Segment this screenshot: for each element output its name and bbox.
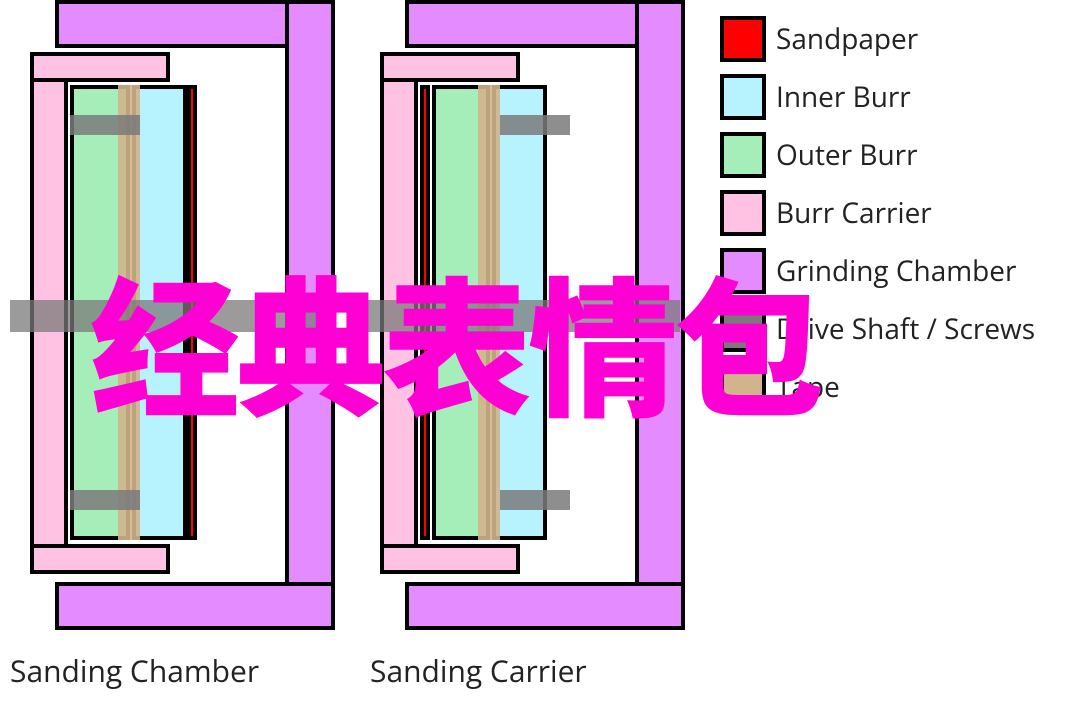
- legend-swatch: [720, 132, 766, 178]
- legend-swatch: [720, 364, 766, 410]
- legend-swatch: [720, 248, 766, 294]
- legend-label: Outer Burr: [776, 136, 918, 174]
- drive-shaft: [10, 300, 330, 332]
- legend-swatch: [720, 306, 766, 352]
- burr-carrier-top: [380, 52, 520, 82]
- legend-label: Sandpaper: [776, 20, 918, 58]
- legend-row-burr-carrier: Burr Carrier: [720, 184, 1070, 242]
- assembly-sanding-carrier: [350, 0, 690, 650]
- legend: Sandpaper Inner Burr Outer Burr Burr Car…: [720, 10, 1070, 416]
- assembly-sanding-chamber: [0, 0, 340, 650]
- screw-bottom: [70, 490, 140, 510]
- legend-row-drive-shaft: Drive Shaft / Screws: [720, 300, 1070, 358]
- legend-label: Grinding Chamber: [776, 252, 1016, 290]
- legend-row-outer-burr: Outer Burr: [720, 126, 1070, 184]
- legend-swatch: [720, 74, 766, 120]
- caption-sanding-chamber: Sanding Chamber: [10, 650, 259, 691]
- legend-label: Tape: [776, 368, 840, 406]
- screw-bottom: [500, 490, 570, 510]
- legend-row-inner-burr: Inner Burr: [720, 68, 1070, 126]
- legend-label: Burr Carrier: [776, 194, 932, 232]
- legend-row-tape: Tape: [720, 358, 1070, 416]
- screw-top: [500, 115, 570, 135]
- burr-carrier-top: [30, 52, 170, 82]
- legend-swatch: [720, 16, 766, 62]
- caption-sanding-carrier: Sanding Carrier: [370, 650, 587, 691]
- legend-label: Inner Burr: [776, 78, 911, 116]
- legend-row-sandpaper: Sandpaper: [720, 10, 1070, 68]
- diagram-stage: Sanding Chamber Sanding Carrier Sandpape…: [0, 0, 1080, 713]
- legend-swatch: [720, 190, 766, 236]
- drive-shaft: [360, 300, 680, 332]
- burr-carrier-bottom: [30, 544, 170, 574]
- screw-top: [70, 115, 140, 135]
- burr-carrier-bottom: [380, 544, 520, 574]
- grinding-chamber-bottom: [55, 582, 335, 630]
- legend-label: Drive Shaft / Screws: [776, 310, 1035, 348]
- grinding-chamber-bottom: [405, 582, 685, 630]
- legend-row-grinding-chamber: Grinding Chamber: [720, 242, 1070, 300]
